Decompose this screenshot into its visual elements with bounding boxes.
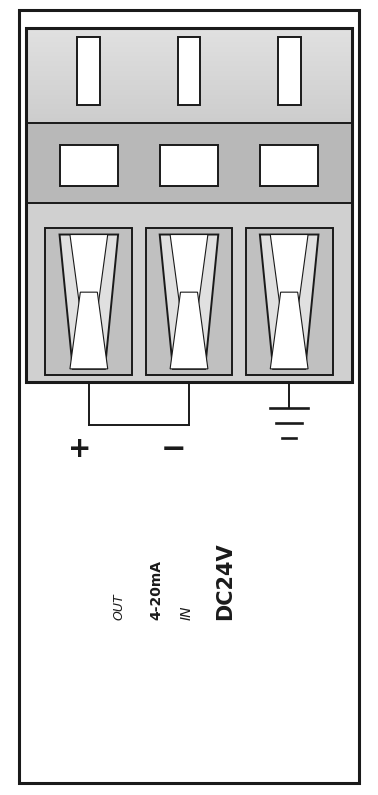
Bar	[26, 73, 352, 76]
Bar	[59, 145, 118, 186]
Bar	[26, 66, 352, 68]
Text: OUT: OUT	[113, 594, 125, 620]
Bar	[26, 61, 352, 64]
Bar	[26, 52, 352, 54]
Bar	[246, 228, 333, 375]
Polygon shape	[70, 293, 108, 369]
Polygon shape	[170, 293, 208, 369]
Bar	[26, 45, 352, 47]
Bar	[26, 28, 352, 382]
Bar	[26, 35, 352, 37]
Bar	[26, 99, 352, 102]
Bar	[45, 228, 132, 375]
Bar	[26, 114, 352, 116]
Text: 4-20mA: 4-20mA	[150, 560, 164, 620]
Bar	[26, 121, 352, 123]
Bar	[26, 76, 352, 78]
Bar	[26, 90, 352, 92]
Bar	[26, 97, 352, 99]
Bar	[26, 37, 352, 40]
Bar	[26, 64, 352, 66]
Bar	[26, 49, 352, 52]
Bar	[26, 30, 352, 33]
Bar	[178, 37, 200, 105]
Bar	[26, 83, 352, 85]
Bar	[160, 145, 218, 186]
Bar	[260, 145, 318, 186]
Polygon shape	[170, 235, 208, 312]
Polygon shape	[59, 235, 118, 369]
Bar	[26, 56, 352, 59]
Bar	[26, 78, 352, 80]
Bar	[26, 71, 352, 73]
Bar	[26, 102, 352, 104]
Polygon shape	[270, 293, 308, 369]
Bar	[26, 107, 352, 109]
Text: IN: IN	[180, 606, 194, 620]
Bar	[26, 54, 352, 56]
Bar	[77, 37, 100, 105]
Bar	[26, 116, 352, 118]
Bar	[26, 104, 352, 107]
Bar	[26, 68, 352, 71]
Bar	[26, 87, 352, 90]
Text: DC24V: DC24V	[215, 542, 235, 620]
Bar	[146, 228, 232, 375]
Bar	[26, 118, 352, 121]
Polygon shape	[70, 235, 108, 312]
Bar	[26, 28, 352, 30]
Bar	[26, 95, 352, 97]
Bar	[26, 123, 352, 203]
Bar	[26, 109, 352, 111]
Bar	[26, 40, 352, 42]
Polygon shape	[270, 235, 308, 312]
Bar	[26, 59, 352, 61]
Text: +: +	[68, 435, 91, 463]
Bar	[26, 203, 352, 382]
Bar	[26, 80, 352, 83]
Bar	[26, 47, 352, 49]
Bar	[26, 42, 352, 45]
Bar	[278, 37, 301, 105]
Polygon shape	[260, 235, 318, 369]
Text: −: −	[161, 435, 187, 463]
Bar	[26, 111, 352, 114]
Bar	[26, 92, 352, 95]
Bar	[26, 33, 352, 35]
Bar	[26, 85, 352, 87]
Polygon shape	[160, 235, 218, 369]
